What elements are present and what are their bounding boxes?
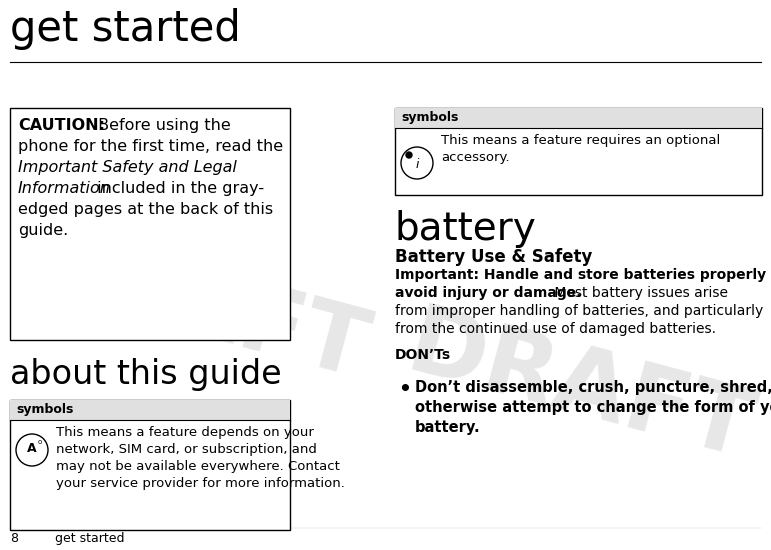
Text: network, SIM card, or subscription, and: network, SIM card, or subscription, and bbox=[56, 443, 317, 456]
Text: otherwise attempt to change the form of your: otherwise attempt to change the form of … bbox=[415, 400, 771, 415]
Text: symbols: symbols bbox=[401, 111, 459, 124]
Text: DRAFT: DRAFT bbox=[398, 300, 763, 480]
Text: Important: Handle and store batteries properly to: Important: Handle and store batteries pr… bbox=[395, 268, 771, 282]
Text: accessory.: accessory. bbox=[441, 151, 510, 164]
Text: i: i bbox=[416, 158, 419, 172]
Text: your service provider for more information.: your service provider for more informati… bbox=[56, 477, 345, 490]
Text: symbols: symbols bbox=[16, 403, 73, 416]
Text: from the continued use of damaged batteries.: from the continued use of damaged batter… bbox=[395, 322, 716, 336]
Text: from improper handling of batteries, and particularly: from improper handling of batteries, and… bbox=[395, 304, 763, 318]
Text: This means a feature depends on your: This means a feature depends on your bbox=[56, 426, 314, 439]
Text: •: • bbox=[398, 380, 411, 399]
Text: Battery Use & Safety: Battery Use & Safety bbox=[395, 248, 592, 266]
Text: get started: get started bbox=[10, 8, 241, 50]
Circle shape bbox=[401, 147, 433, 179]
Bar bbox=[10, 400, 290, 420]
Text: battery: battery bbox=[395, 210, 537, 248]
Bar bbox=[10, 400, 290, 530]
Text: DON’Ts: DON’Ts bbox=[395, 348, 451, 362]
Text: edged pages at the back of this: edged pages at the back of this bbox=[18, 202, 273, 217]
Circle shape bbox=[406, 152, 412, 158]
Text: phone for the first time, read the: phone for the first time, read the bbox=[18, 139, 283, 154]
Text: o: o bbox=[38, 439, 42, 445]
Text: avoid injury or damage.: avoid injury or damage. bbox=[395, 286, 581, 300]
Text: may not be available everywhere. Contact: may not be available everywhere. Contact bbox=[56, 460, 340, 473]
Text: 8: 8 bbox=[10, 532, 18, 545]
Text: CAUTION:: CAUTION: bbox=[18, 118, 105, 133]
Text: This means a feature requires an optional: This means a feature requires an optiona… bbox=[441, 134, 720, 147]
Text: Most battery issues arise: Most battery issues arise bbox=[550, 286, 728, 300]
Text: included in the gray-: included in the gray- bbox=[92, 181, 264, 196]
Text: guide.: guide. bbox=[18, 223, 69, 238]
Bar bbox=[395, 108, 762, 128]
Text: about this guide: about this guide bbox=[10, 358, 281, 391]
Text: Before using the: Before using the bbox=[93, 118, 231, 133]
Text: Important Safety and Legal: Important Safety and Legal bbox=[18, 160, 237, 175]
Text: Don’t disassemble, crush, puncture, shred, or: Don’t disassemble, crush, puncture, shre… bbox=[415, 380, 771, 395]
Text: battery.: battery. bbox=[415, 420, 480, 435]
Text: Information: Information bbox=[18, 181, 111, 196]
Bar bbox=[395, 108, 762, 195]
Text: A: A bbox=[27, 442, 37, 454]
Text: get started: get started bbox=[55, 532, 124, 545]
Circle shape bbox=[16, 434, 48, 466]
Bar bbox=[10, 108, 290, 340]
Text: DRAFT: DRAFT bbox=[12, 220, 378, 400]
